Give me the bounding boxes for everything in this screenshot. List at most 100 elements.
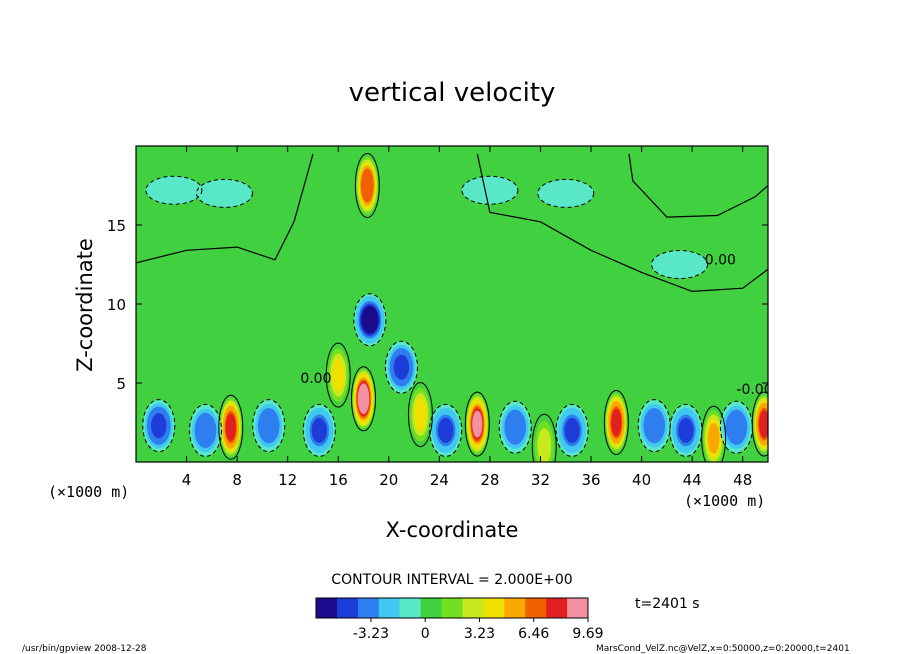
contour-11 xyxy=(189,403,223,457)
heatmap-cell-12-3 xyxy=(260,412,277,439)
x-tick-label-1: 8 xyxy=(232,471,242,489)
heatmap-cell-5-4 xyxy=(707,422,720,454)
heatmap-cell-11-3 xyxy=(197,417,214,444)
contour-3 xyxy=(464,391,490,457)
heatmap-cell-16-4 xyxy=(437,417,454,443)
colorbar-swatch-1 xyxy=(336,598,359,618)
x-tick-label-4: 20 xyxy=(379,471,398,489)
colorbar-ticks: -3.23 0 3.23 6.46 9.69 xyxy=(353,618,604,642)
colorbar-tick-label-2: 3.23 xyxy=(464,626,495,642)
colorbar-swatch-10 xyxy=(525,598,547,618)
y-tick-label-0: 5 xyxy=(116,375,126,393)
contour-18 xyxy=(555,403,589,457)
colorbar-swatch-8 xyxy=(483,598,505,618)
heatmap-cell-3-8 xyxy=(472,410,483,438)
colorbar-tick-label-0: -3.23 xyxy=(353,626,389,642)
colorbar-swatch-0 xyxy=(316,598,338,618)
colorbar-swatch-3 xyxy=(378,598,401,618)
colorbar-swatch-5 xyxy=(420,598,443,618)
colorbar-swatch-7 xyxy=(462,598,484,618)
heatmap-cell-2-6 xyxy=(362,171,373,200)
x-scale-label-left: (×1000 m) xyxy=(48,483,129,501)
contour-2 xyxy=(354,153,380,218)
heatmap-cell-17-3 xyxy=(507,413,524,441)
x-tick-label-5: 24 xyxy=(430,471,449,489)
colorbar-swatch-2 xyxy=(357,598,380,618)
contour-label-0: 0.00 xyxy=(705,253,736,269)
heatmap-cell-26-1 xyxy=(660,255,699,274)
x-tick-label-7: 32 xyxy=(531,471,550,489)
footer-right: MarsCond_VelZ.nc@VelZ,x=0:50000,z=0:2000… xyxy=(596,644,850,654)
x-tick-label-3: 16 xyxy=(329,471,348,489)
contour-interval-text: CONTOUR INTERVAL = 2.000E+00 xyxy=(331,572,572,588)
colorbar-swatch-6 xyxy=(441,598,463,618)
y-tick-label-1: 10 xyxy=(107,296,126,314)
contour-15 xyxy=(384,340,418,394)
contour-16 xyxy=(429,403,463,457)
heatmap-cell-8-3 xyxy=(414,398,427,431)
contour-lines: 0.00 0.00 -0.00 xyxy=(136,153,772,462)
y-tick-label-2: 15 xyxy=(107,217,126,235)
contour-26 xyxy=(651,250,709,279)
zero-contour-1 xyxy=(476,153,768,293)
heatmap-cell-25-1 xyxy=(546,183,585,203)
heatmap-cell-14-6 xyxy=(362,308,377,332)
heatmap-cell-18-4 xyxy=(564,417,580,443)
x-tick-label-2: 12 xyxy=(278,471,297,489)
contour-14 xyxy=(353,293,387,347)
heatmap-cell-9-2 xyxy=(537,428,552,462)
x-axis-ticks: 4 8 12 16 20 24 28 32 36 40 44 48 xyxy=(182,146,752,489)
contour-12 xyxy=(252,399,286,453)
time-label: t=2401 s xyxy=(635,596,700,612)
colorbar-frame xyxy=(315,597,589,619)
contour-13 xyxy=(302,403,336,457)
heatmap-cell-1-9 xyxy=(358,385,369,413)
contour-20 xyxy=(669,403,703,457)
heatmap-cell-6-7 xyxy=(759,410,768,438)
x-scale-label-right: (×1000 m) xyxy=(684,492,765,510)
heatmap-cell-15-4 xyxy=(393,354,410,380)
colorbar-swatch-12 xyxy=(567,598,589,618)
contour-9 xyxy=(531,413,557,462)
heatmap-cell-23-1 xyxy=(205,183,244,203)
colorbar-swatch-9 xyxy=(504,598,526,618)
x-tick-label-11: 48 xyxy=(733,471,752,489)
heatmap-cell-22-1 xyxy=(155,180,193,200)
y-axis-ticks: 5 10 15 xyxy=(107,217,768,393)
contour-10 xyxy=(142,399,176,453)
x-tick-label-10: 44 xyxy=(683,471,702,489)
y-axis-label: Z-coordinate xyxy=(73,238,97,372)
colorbar-tick-label-1: 0 xyxy=(421,626,430,642)
chart-title: vertical velocity xyxy=(349,78,556,108)
zero-contour-0 xyxy=(136,153,314,264)
heatmap-cell-4-7 xyxy=(611,408,622,437)
colorbar xyxy=(315,597,589,619)
contour-1 xyxy=(351,366,377,432)
colorbar-swatch-11 xyxy=(546,598,568,618)
heatmap-cell-20-4 xyxy=(678,417,694,443)
heatmap-cell-13-4 xyxy=(311,417,327,443)
contour-21 xyxy=(719,400,753,454)
heatmap-cell-19-3 xyxy=(646,412,663,439)
footer-left: /usr/bin/gpview 2008-12-28 xyxy=(22,644,147,654)
heatmap-cells xyxy=(142,153,768,462)
heatmap-cell-10-4 xyxy=(151,413,167,439)
heatmap-cell-24-1 xyxy=(471,180,509,200)
contour-17 xyxy=(498,400,532,454)
x-tick-label-8: 36 xyxy=(581,471,600,489)
colorbar-tick-label-4: 9.69 xyxy=(572,626,603,642)
colorbar-swatch-4 xyxy=(399,598,422,618)
x-tick-label-6: 28 xyxy=(480,471,499,489)
contour-label-1: 0.00 xyxy=(300,371,331,387)
contour-7 xyxy=(325,342,351,408)
colorbar-tick-label-3: 6.46 xyxy=(518,626,549,642)
contour-22 xyxy=(145,175,203,205)
contour-label-2: -0.00 xyxy=(736,382,772,398)
contour-5 xyxy=(701,405,727,462)
contour-25 xyxy=(537,178,595,208)
heatmap-cell-7-3 xyxy=(332,358,345,392)
contour-8 xyxy=(407,382,433,448)
contour-4 xyxy=(603,390,629,455)
x-tick-label-0: 4 xyxy=(182,471,192,489)
